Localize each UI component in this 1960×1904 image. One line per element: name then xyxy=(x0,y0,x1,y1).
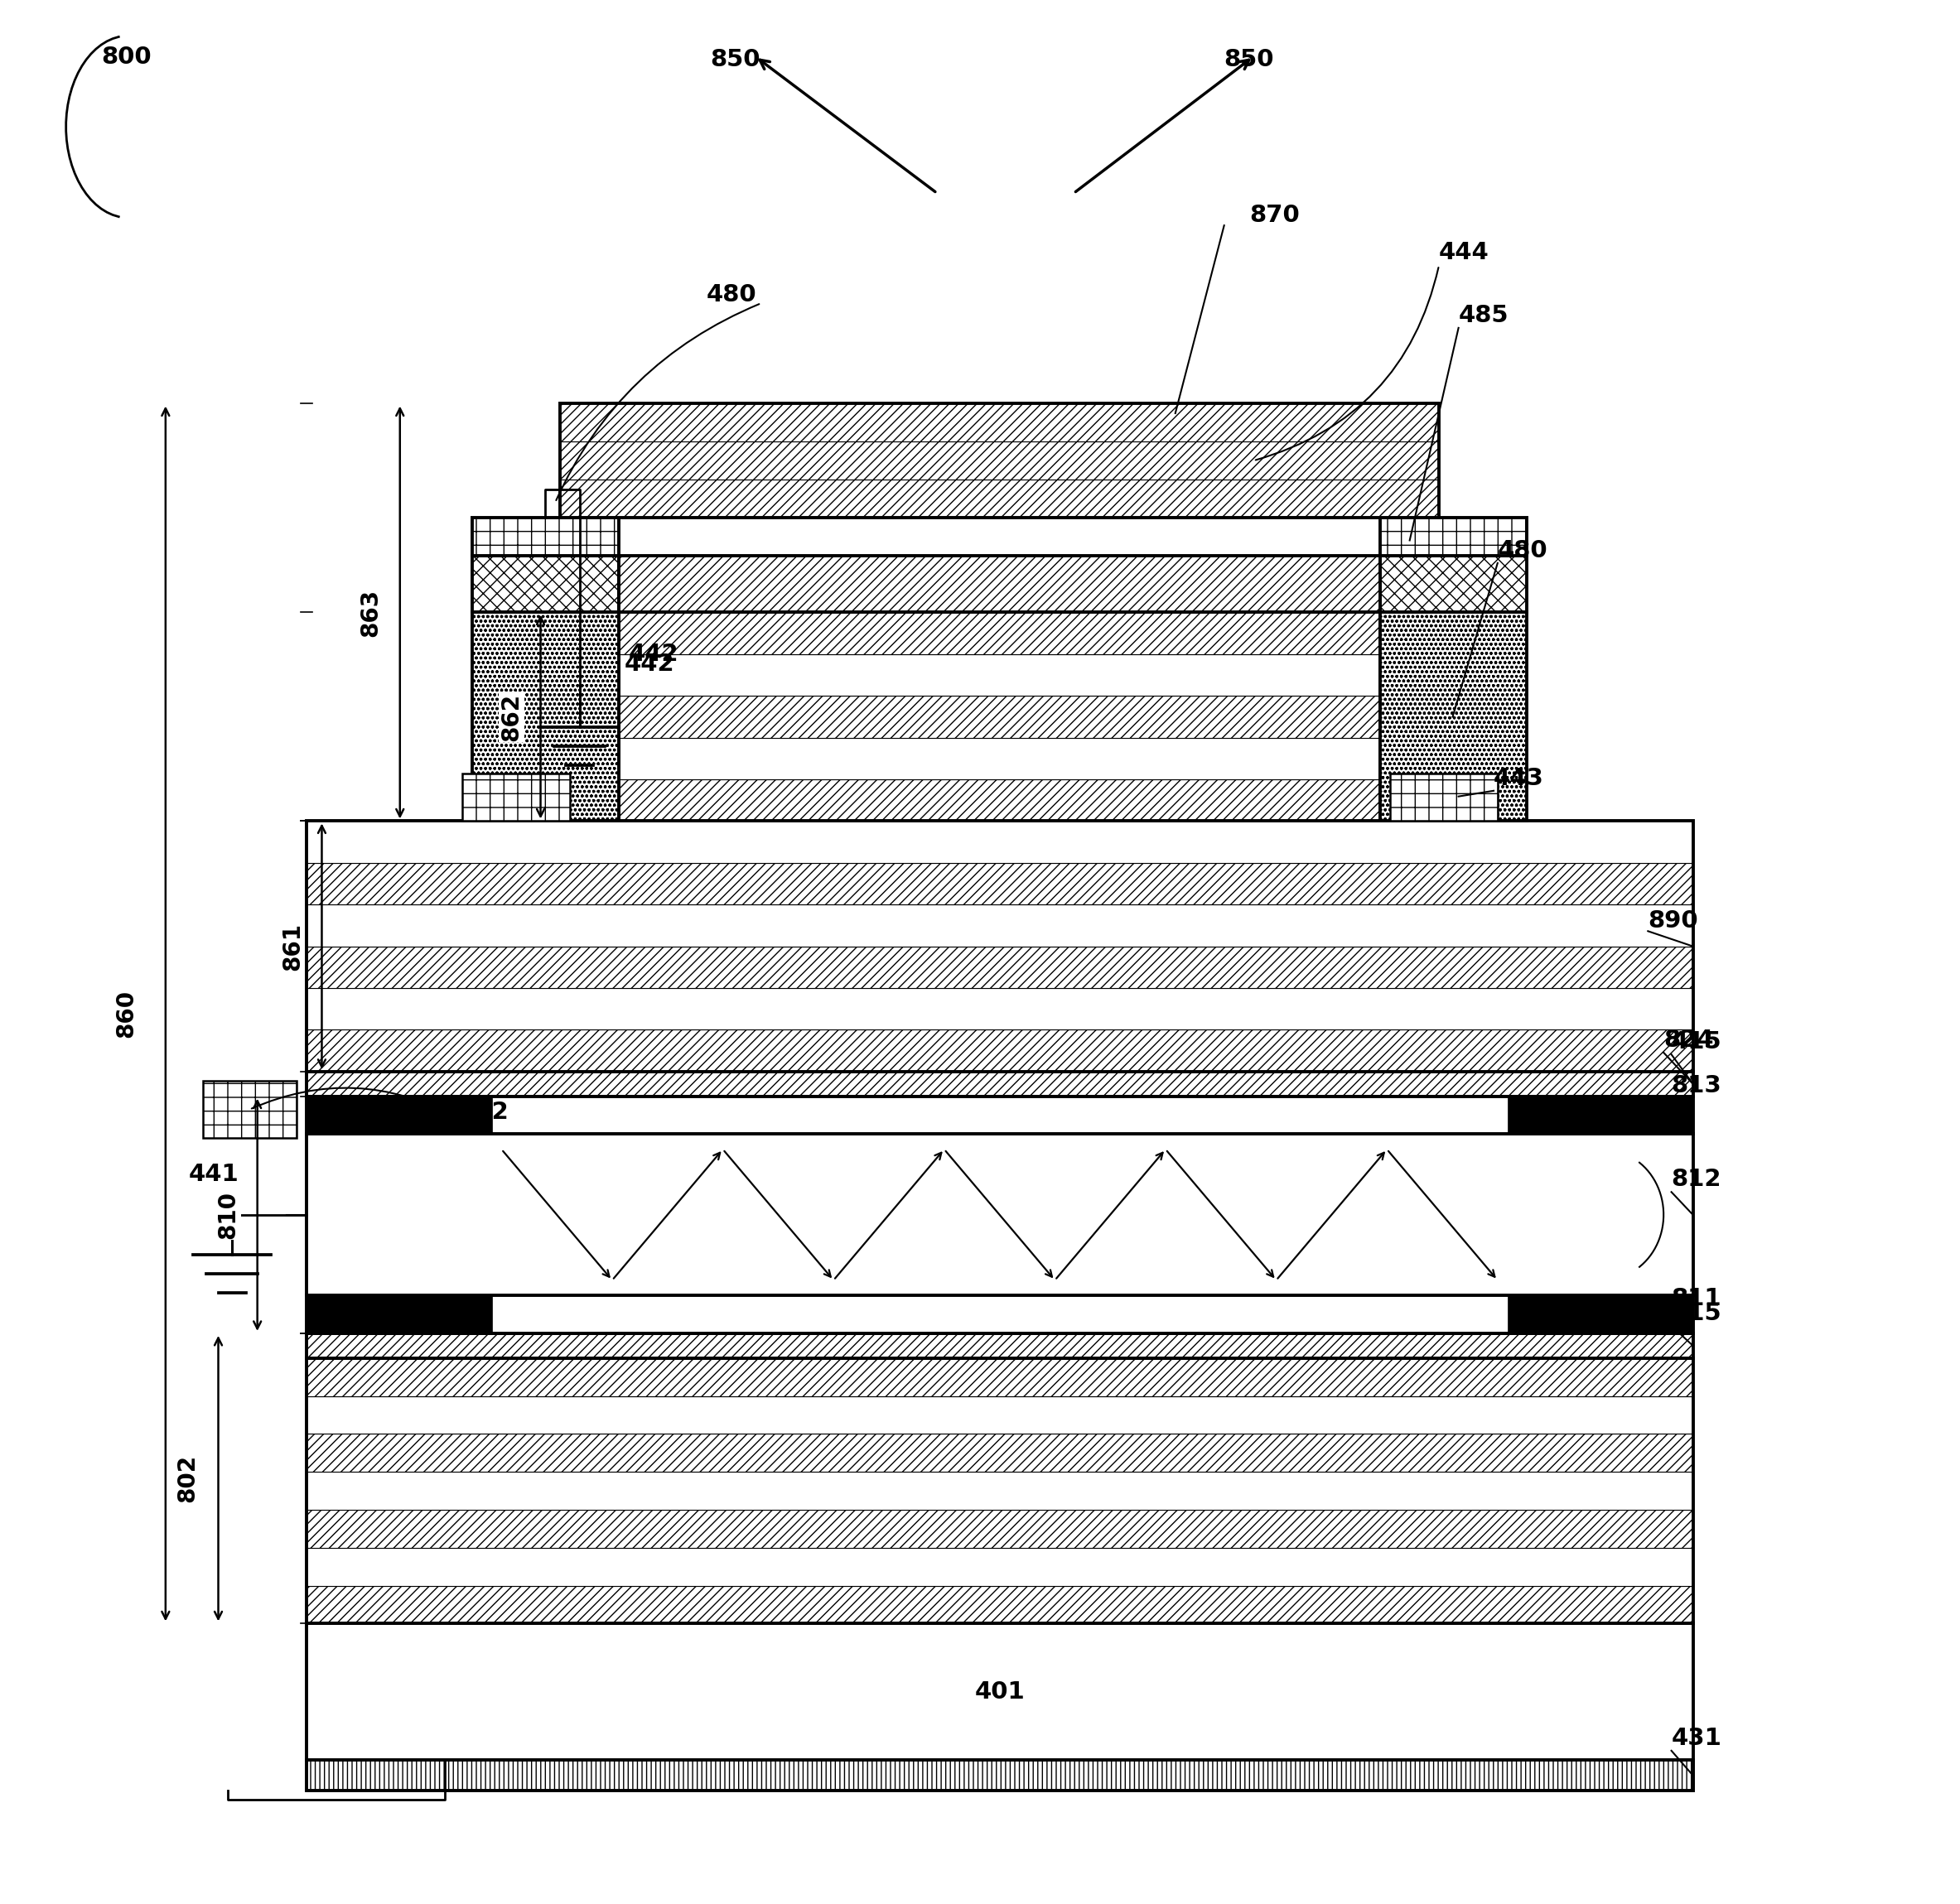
Text: 813: 813 xyxy=(1672,1074,1721,1097)
Bar xyxy=(561,404,1439,518)
Bar xyxy=(306,1333,1693,1358)
Bar xyxy=(1390,773,1497,821)
Text: 432: 432 xyxy=(459,1101,510,1123)
Bar xyxy=(619,613,1380,655)
Bar xyxy=(306,1759,1693,1790)
Text: 443: 443 xyxy=(1494,767,1544,790)
Bar xyxy=(306,1097,1693,1135)
Bar xyxy=(306,1434,1693,1472)
Bar xyxy=(306,1358,1693,1624)
Bar xyxy=(472,518,619,556)
Bar xyxy=(619,695,1380,737)
Text: 811: 811 xyxy=(1672,1287,1721,1310)
Bar xyxy=(619,655,1380,695)
Bar xyxy=(463,773,570,821)
Text: 442: 442 xyxy=(629,642,678,666)
Bar xyxy=(619,613,1380,821)
Text: 480: 480 xyxy=(706,284,757,307)
Bar xyxy=(306,1510,1693,1548)
Bar xyxy=(306,1072,1693,1097)
Bar xyxy=(619,779,1380,821)
Bar xyxy=(306,1295,1693,1333)
Bar xyxy=(1380,518,1527,556)
Bar xyxy=(1380,556,1527,613)
Bar xyxy=(306,1358,1693,1396)
Bar xyxy=(306,1586,1693,1624)
Text: 431: 431 xyxy=(1672,1727,1721,1750)
Bar xyxy=(306,1759,1693,1790)
Text: 800: 800 xyxy=(102,46,151,69)
Bar xyxy=(306,1097,1693,1135)
Text: 415: 415 xyxy=(1672,1030,1721,1053)
Bar xyxy=(202,1081,296,1139)
Bar xyxy=(306,1333,1693,1358)
Text: 401: 401 xyxy=(974,1679,1025,1704)
Text: 802: 802 xyxy=(176,1455,198,1502)
Text: 890: 890 xyxy=(1648,908,1697,933)
Text: 870: 870 xyxy=(1250,204,1299,227)
Bar xyxy=(619,737,1380,779)
Bar xyxy=(306,946,1693,988)
Bar xyxy=(306,1396,1693,1434)
Bar xyxy=(306,1030,1693,1072)
Bar xyxy=(306,1135,1693,1295)
Bar xyxy=(306,1295,1693,1333)
Text: 415: 415 xyxy=(1672,1302,1721,1325)
Bar xyxy=(1380,613,1527,821)
Text: 863: 863 xyxy=(359,588,382,636)
Text: 860: 860 xyxy=(116,990,137,1038)
Text: 810: 810 xyxy=(216,1190,239,1240)
Text: 850: 850 xyxy=(710,48,760,70)
Bar xyxy=(472,556,619,613)
Text: 442: 442 xyxy=(625,653,674,676)
Text: 812: 812 xyxy=(1672,1167,1721,1192)
Text: 862: 862 xyxy=(500,693,523,741)
Bar xyxy=(306,988,1693,1030)
Bar xyxy=(306,1472,1693,1510)
Text: 861: 861 xyxy=(280,922,304,971)
Bar xyxy=(306,863,1693,904)
Bar xyxy=(306,1624,1693,1759)
Bar xyxy=(561,442,1439,480)
Text: 444: 444 xyxy=(1439,242,1490,265)
Text: 824: 824 xyxy=(1664,1028,1713,1051)
Text: 480: 480 xyxy=(1497,539,1548,562)
Bar xyxy=(306,1072,1693,1097)
Bar xyxy=(306,1295,1693,1333)
Text: 850: 850 xyxy=(1225,48,1274,70)
Bar xyxy=(306,1548,1693,1586)
Bar xyxy=(561,404,1439,442)
Bar xyxy=(561,480,1439,518)
Bar xyxy=(306,821,1693,863)
Bar xyxy=(306,821,1693,1072)
Bar xyxy=(492,1295,1507,1333)
Text: 441: 441 xyxy=(188,1161,239,1186)
Bar xyxy=(492,1097,1507,1135)
Bar xyxy=(306,904,1693,946)
Bar xyxy=(472,613,619,821)
Text: 485: 485 xyxy=(1458,305,1509,327)
Bar xyxy=(619,556,1380,613)
